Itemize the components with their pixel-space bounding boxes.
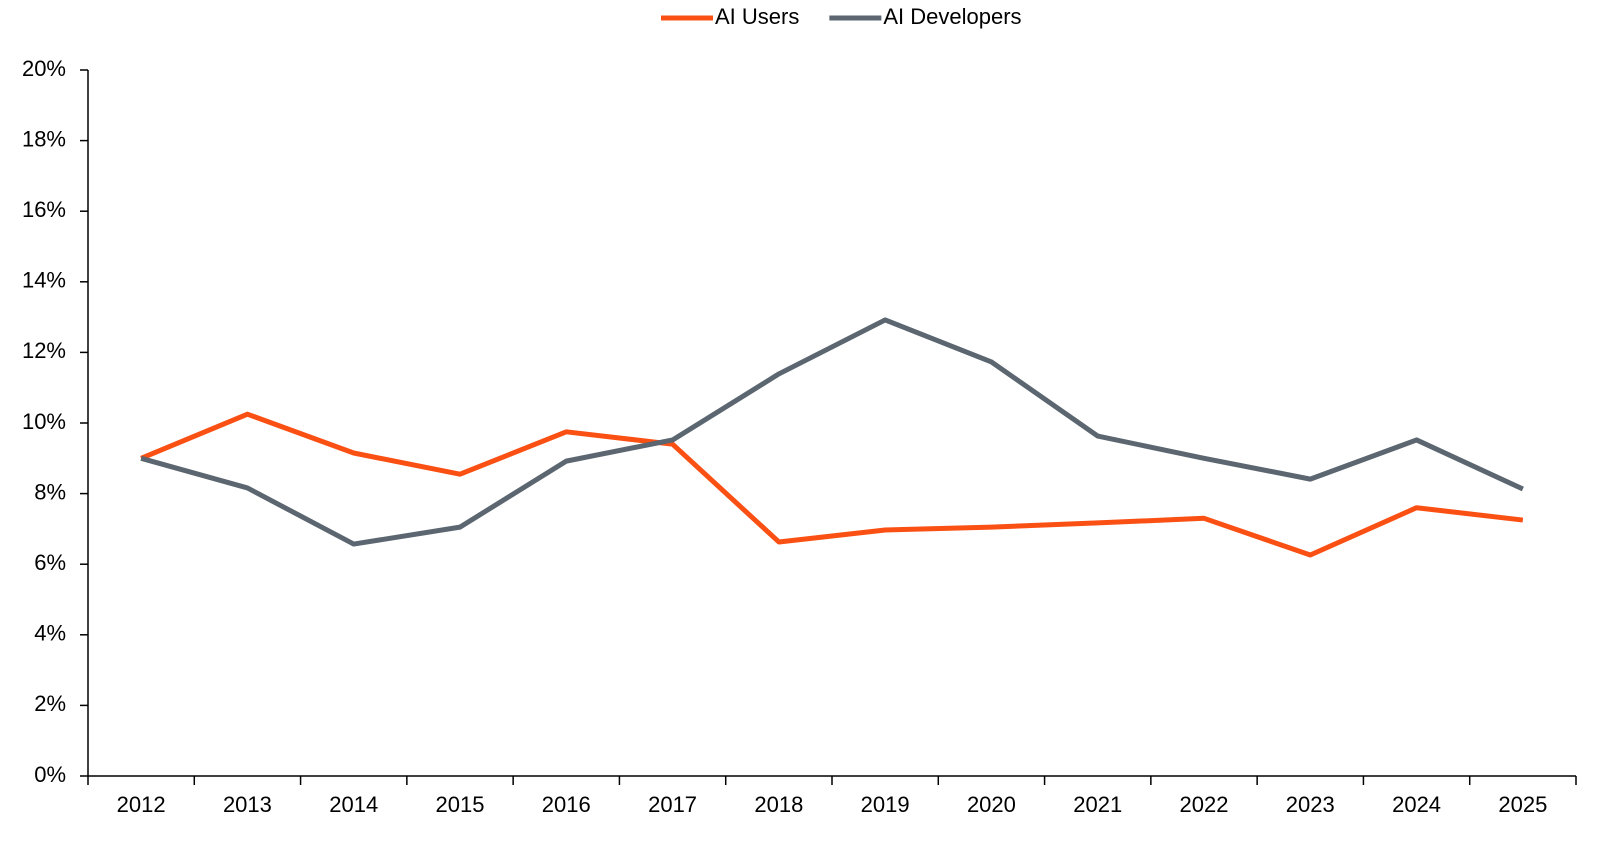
y-tick-label: 18% [22, 126, 66, 151]
x-tick-label: 2013 [223, 792, 272, 817]
x-tick-label: 2019 [861, 792, 910, 817]
x-tick-label: 2023 [1286, 792, 1335, 817]
x-tick-label: 2012 [117, 792, 166, 817]
y-tick-label: 4% [34, 621, 66, 646]
y-tick-label: 14% [22, 268, 66, 293]
y-tick-label: 16% [22, 197, 66, 222]
x-tick-label: 2015 [436, 792, 485, 817]
y-tick-label: 12% [22, 338, 66, 363]
y-tick-label: 10% [22, 409, 66, 434]
x-tick-label: 2017 [648, 792, 697, 817]
y-tick-label: 2% [34, 691, 66, 716]
x-tick-label: 2022 [1180, 792, 1229, 817]
legend-label: AI Developers [883, 4, 1021, 29]
y-tick-label: 0% [34, 762, 66, 787]
y-tick-label: 6% [34, 550, 66, 575]
line-series [140, 411, 1524, 558]
y-tick-label: 8% [34, 479, 66, 504]
x-tick-label: 2016 [542, 792, 591, 817]
x-tick-label: 2014 [329, 792, 378, 817]
x-tick-label: 2025 [1498, 792, 1547, 817]
x-tick-label: 2018 [754, 792, 803, 817]
legend-label: AI Users [715, 4, 799, 29]
x-tick-label: 2024 [1392, 792, 1441, 817]
line-series [140, 317, 1524, 547]
x-tick-label: 2021 [1073, 792, 1122, 817]
y-tick-label: 20% [22, 56, 66, 81]
x-tick-label: 2020 [967, 792, 1016, 817]
